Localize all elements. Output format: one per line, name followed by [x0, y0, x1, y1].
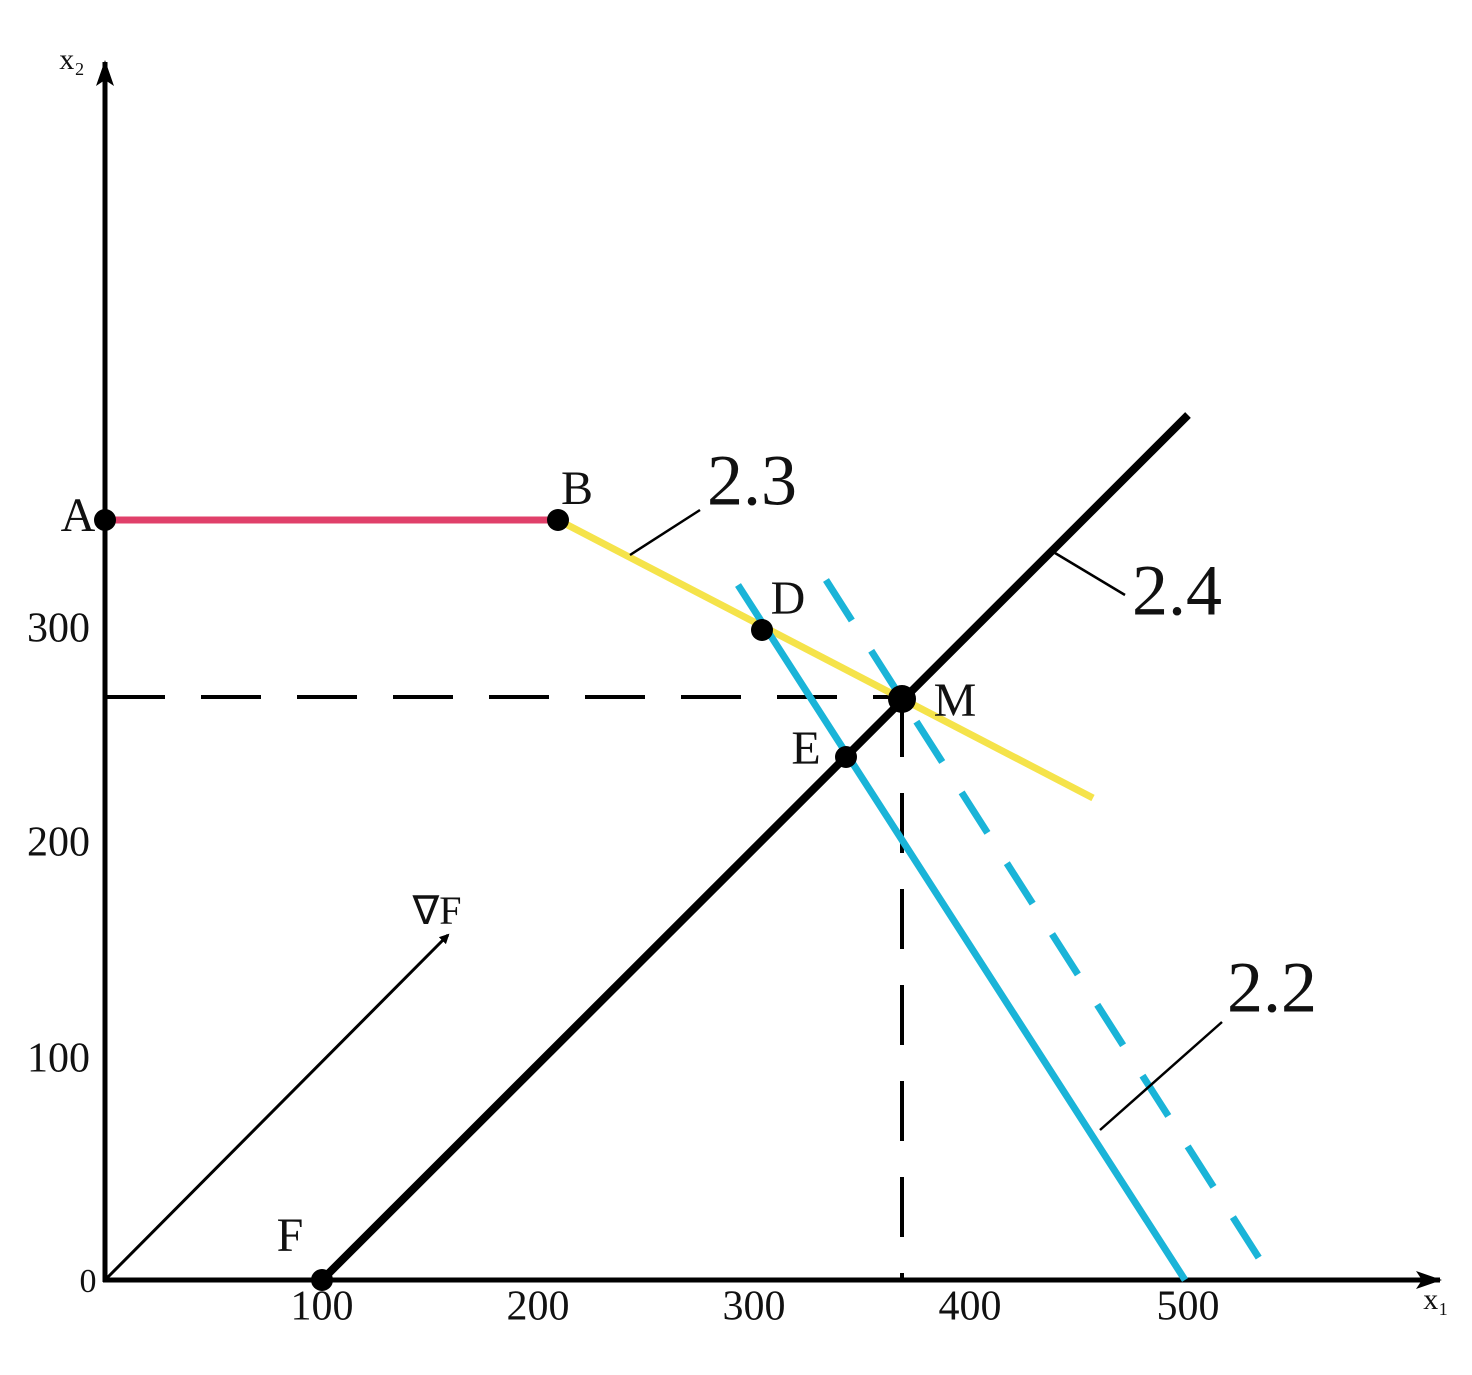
point-label: B [561, 462, 593, 515]
origin-label: 0 [80, 1263, 97, 1300]
y-tick-label: 200 [27, 820, 90, 866]
point-label: F [277, 1209, 304, 1262]
x-axis-label: x₁ [1423, 1283, 1448, 1316]
line-label: 2.2 [1227, 948, 1317, 1028]
gradient-arrow [103, 933, 450, 1282]
line-2-2 [735, 583, 1188, 1282]
line-2-3 [556, 516, 1095, 802]
point-label: M [934, 674, 977, 727]
leader-2-2 [1099, 1021, 1223, 1131]
x-tick-label: 200 [507, 1284, 570, 1330]
line-2-2-shifted [823, 578, 1276, 1282]
line-label: 2.4 [1132, 551, 1222, 631]
leader-2-4 [1054, 551, 1126, 597]
y-axis-label: x₂ [59, 43, 84, 76]
y-tick-label: 100 [27, 1036, 90, 1082]
x-tick-label: 300 [723, 1284, 786, 1330]
labels: x₂ x₁ 0 100 200 300 400 500 100 200 300 A B D M E F 2.2 2.… [27, 43, 1449, 1330]
line-2-4 [319, 412, 1191, 1283]
line-label: 2.3 [707, 441, 797, 521]
point [835, 746, 857, 768]
point-label: A [61, 489, 96, 542]
point-label: D [771, 572, 806, 625]
point [888, 685, 916, 713]
point [751, 619, 773, 641]
y-tick-label: 300 [27, 606, 90, 652]
gradient-label: ∇F [411, 888, 461, 933]
x-tick-label: 400 [939, 1284, 1002, 1330]
point [547, 509, 569, 531]
point [94, 509, 116, 531]
x-tick-label: 500 [1157, 1284, 1220, 1330]
leader-2-3 [629, 508, 701, 557]
point-label: E [791, 722, 820, 775]
x-tick-label: 100 [291, 1284, 354, 1330]
point [311, 1269, 333, 1291]
